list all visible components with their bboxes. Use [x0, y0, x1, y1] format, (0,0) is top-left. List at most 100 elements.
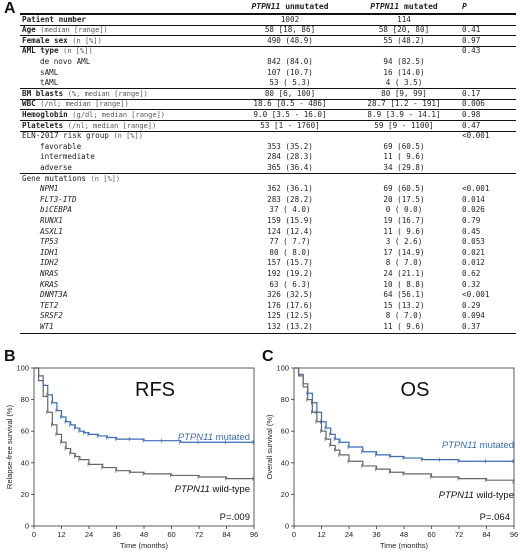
x-tick-label: 60 [167, 530, 175, 539]
km-curve-mutated [34, 367, 254, 443]
x-tick-label: 48 [140, 530, 148, 539]
x-tick-label: 36 [372, 530, 380, 539]
table-row: tAML 53 ( 5.3) 4 ( 3.5) [20, 78, 516, 89]
panel-label-c: C [262, 348, 274, 365]
value-mutated: 80 [9, 99] [381, 88, 427, 98]
value-unmutated: 107 (10.7) [267, 67, 313, 77]
y-tick-label: 100 [276, 364, 289, 373]
x-tick-label: 36 [112, 530, 120, 539]
gene-name: PTPN11 [439, 490, 474, 501]
table-row: RUNX1 159 (15.9) 19 (16.7) 0.79 [20, 216, 516, 227]
p-value: 0.97 [462, 35, 481, 45]
table-row: adverse 365 (36.4) 34 (29.8) [20, 163, 516, 174]
header-rule [20, 13, 516, 14]
value-unmutated: 77 ( 7.7) [269, 237, 311, 247]
value-unmutated: 283 (28.2) [267, 194, 313, 204]
row-label: Gene mutations (n [%]) [22, 173, 121, 183]
table-row: KRAS 63 ( 6.3) 10 ( 8.8) 0.32 [20, 280, 516, 291]
row-label: ELN-2017 risk group (n [%]) [22, 131, 143, 141]
y-tick-label: 40 [21, 458, 29, 467]
p-value: 0.094 [462, 311, 485, 321]
row-rule [20, 14, 516, 15]
row-rule [20, 173, 516, 174]
series-label: PTPN11 mutated [178, 432, 250, 443]
p-value: 0.026 [462, 205, 485, 215]
p-value: <0.001 [462, 184, 490, 194]
row-label: DNMT3A [40, 290, 68, 300]
y-tick-label: 20 [21, 490, 29, 499]
table-row: Platelets (/nl; median [range]) 53 [1 - 1… [20, 121, 516, 132]
value-mutated: 11 ( 9.6) [383, 152, 425, 162]
table-row: sAML 107 (10.7) 16 (14.0) [20, 68, 516, 79]
series-label: PTPN11 wild-type [439, 490, 514, 501]
row-label: Female sex (n [%]) [22, 35, 102, 45]
x-tick-label: 48 [400, 530, 408, 539]
row-label: favorable [40, 141, 82, 151]
panel-label-a: A [4, 0, 16, 17]
table-header: PTPN11 unmutated PTPN11 mutated P [20, 2, 516, 13]
y-tick-label: 80 [281, 395, 289, 404]
table-row: BM blasts (%, median [range]) 80 [6, 100]… [20, 89, 516, 100]
value-mutated: 28.7 [1.2 - 191] [367, 99, 441, 109]
x-tick-label: 24 [85, 530, 93, 539]
value-unmutated: 362 (36.1) [267, 184, 313, 194]
status-text: wild-type [474, 490, 514, 501]
row-label: ASXL1 [40, 226, 63, 236]
table-row: ASXL1 124 (12.4) 11 ( 9.6) 0.45 [20, 227, 516, 238]
table-row: DNMT3A 326 (32.5) 64 (56.1) <0.001 [20, 290, 516, 301]
header-p: P [462, 2, 467, 11]
value-mutated: 3 ( 2.6) [385, 237, 423, 247]
row-label: AML type (n [%]) [22, 46, 93, 56]
row-label: TP53 [40, 237, 59, 247]
table-row: intermediate 284 (28.3) 11 ( 9.6) [20, 152, 516, 163]
p-value: 0.45 [462, 226, 481, 236]
table-row: TP53 77 ( 7.7) 3 ( 2.6) 0.053 [20, 237, 516, 248]
header-mutated: PTPN11 mutated [370, 2, 438, 11]
value-mutated: 69 (60.5) [383, 184, 425, 194]
table-row: NPM1 362 (36.1) 69 (60.5) <0.001 [20, 184, 516, 195]
table-row: IDH1 80 ( 8.0) 17 (14.9) 0.021 [20, 248, 516, 259]
row-rule [20, 109, 516, 111]
header-unmutated: PTPN11 unmutated [251, 2, 329, 11]
table-row: WT1 132 (13.2) 11 ( 9.6) 0.37 [20, 322, 516, 333]
row-label: WT1 [40, 321, 54, 331]
value-mutated: 16 (14.0) [383, 67, 425, 77]
y-tick-label: 60 [21, 427, 29, 436]
row-label: BM blasts (%, median [range]) [22, 88, 148, 98]
value-mutated: 114 [397, 14, 411, 24]
value-mutated: 24 (21.1) [383, 268, 425, 278]
row-label: intermediate [40, 152, 95, 162]
row-rule [20, 88, 516, 90]
x-tick-label: 24 [345, 530, 353, 539]
status-text: mutated [477, 440, 514, 451]
value-unmutated: 192 (19.2) [267, 268, 313, 278]
km-curve-mutated [294, 367, 514, 462]
value-unmutated: 157 (15.7) [267, 258, 313, 268]
value-unmutated: 490 (48.9) [267, 35, 313, 45]
y-tick-label: 80 [21, 395, 29, 404]
value-unmutated: 18.6 [0.5 - 486] [253, 99, 327, 109]
value-mutated: 69 (60.5) [383, 141, 425, 151]
os-chart: 0 12 24 36 48 60 72 84 96 0 20 40 60 80 100 Time (month… [265, 364, 518, 551]
chart-title: RFS [135, 379, 175, 401]
row-label: IDH2 [40, 258, 59, 268]
table-row: TET2 176 (17.6) 15 (13.2) 0.29 [20, 301, 516, 312]
value-mutated: 59 [9 - 1100] [374, 120, 434, 130]
y-tick-label: 60 [281, 427, 289, 436]
row-rule [20, 35, 516, 37]
table-row: Hemoglobin (g/dl; median [range]) 9.0 [3.… [20, 110, 516, 121]
table-row: Gene mutations (n [%]) [20, 174, 516, 185]
row-label: sAML [40, 67, 59, 77]
row-label: adverse [40, 162, 73, 172]
value-unmutated: 159 (15.9) [267, 215, 313, 225]
x-tick-label: 84 [482, 530, 490, 539]
p-value-label: P=.009 [220, 512, 250, 523]
value-unmutated: 284 (28.3) [267, 152, 313, 162]
value-unmutated: 353 (35.2) [267, 141, 313, 151]
table-row: NRAS 192 (19.2) 24 (21.1) 0.62 [20, 269, 516, 280]
status-text: mutated [213, 432, 250, 443]
row-label: Age (median [range]) [22, 25, 108, 35]
value-mutated: 34 (29.8) [383, 162, 425, 172]
x-tick-label: 0 [32, 530, 36, 539]
value-unmutated: 132 (13.2) [267, 321, 313, 331]
